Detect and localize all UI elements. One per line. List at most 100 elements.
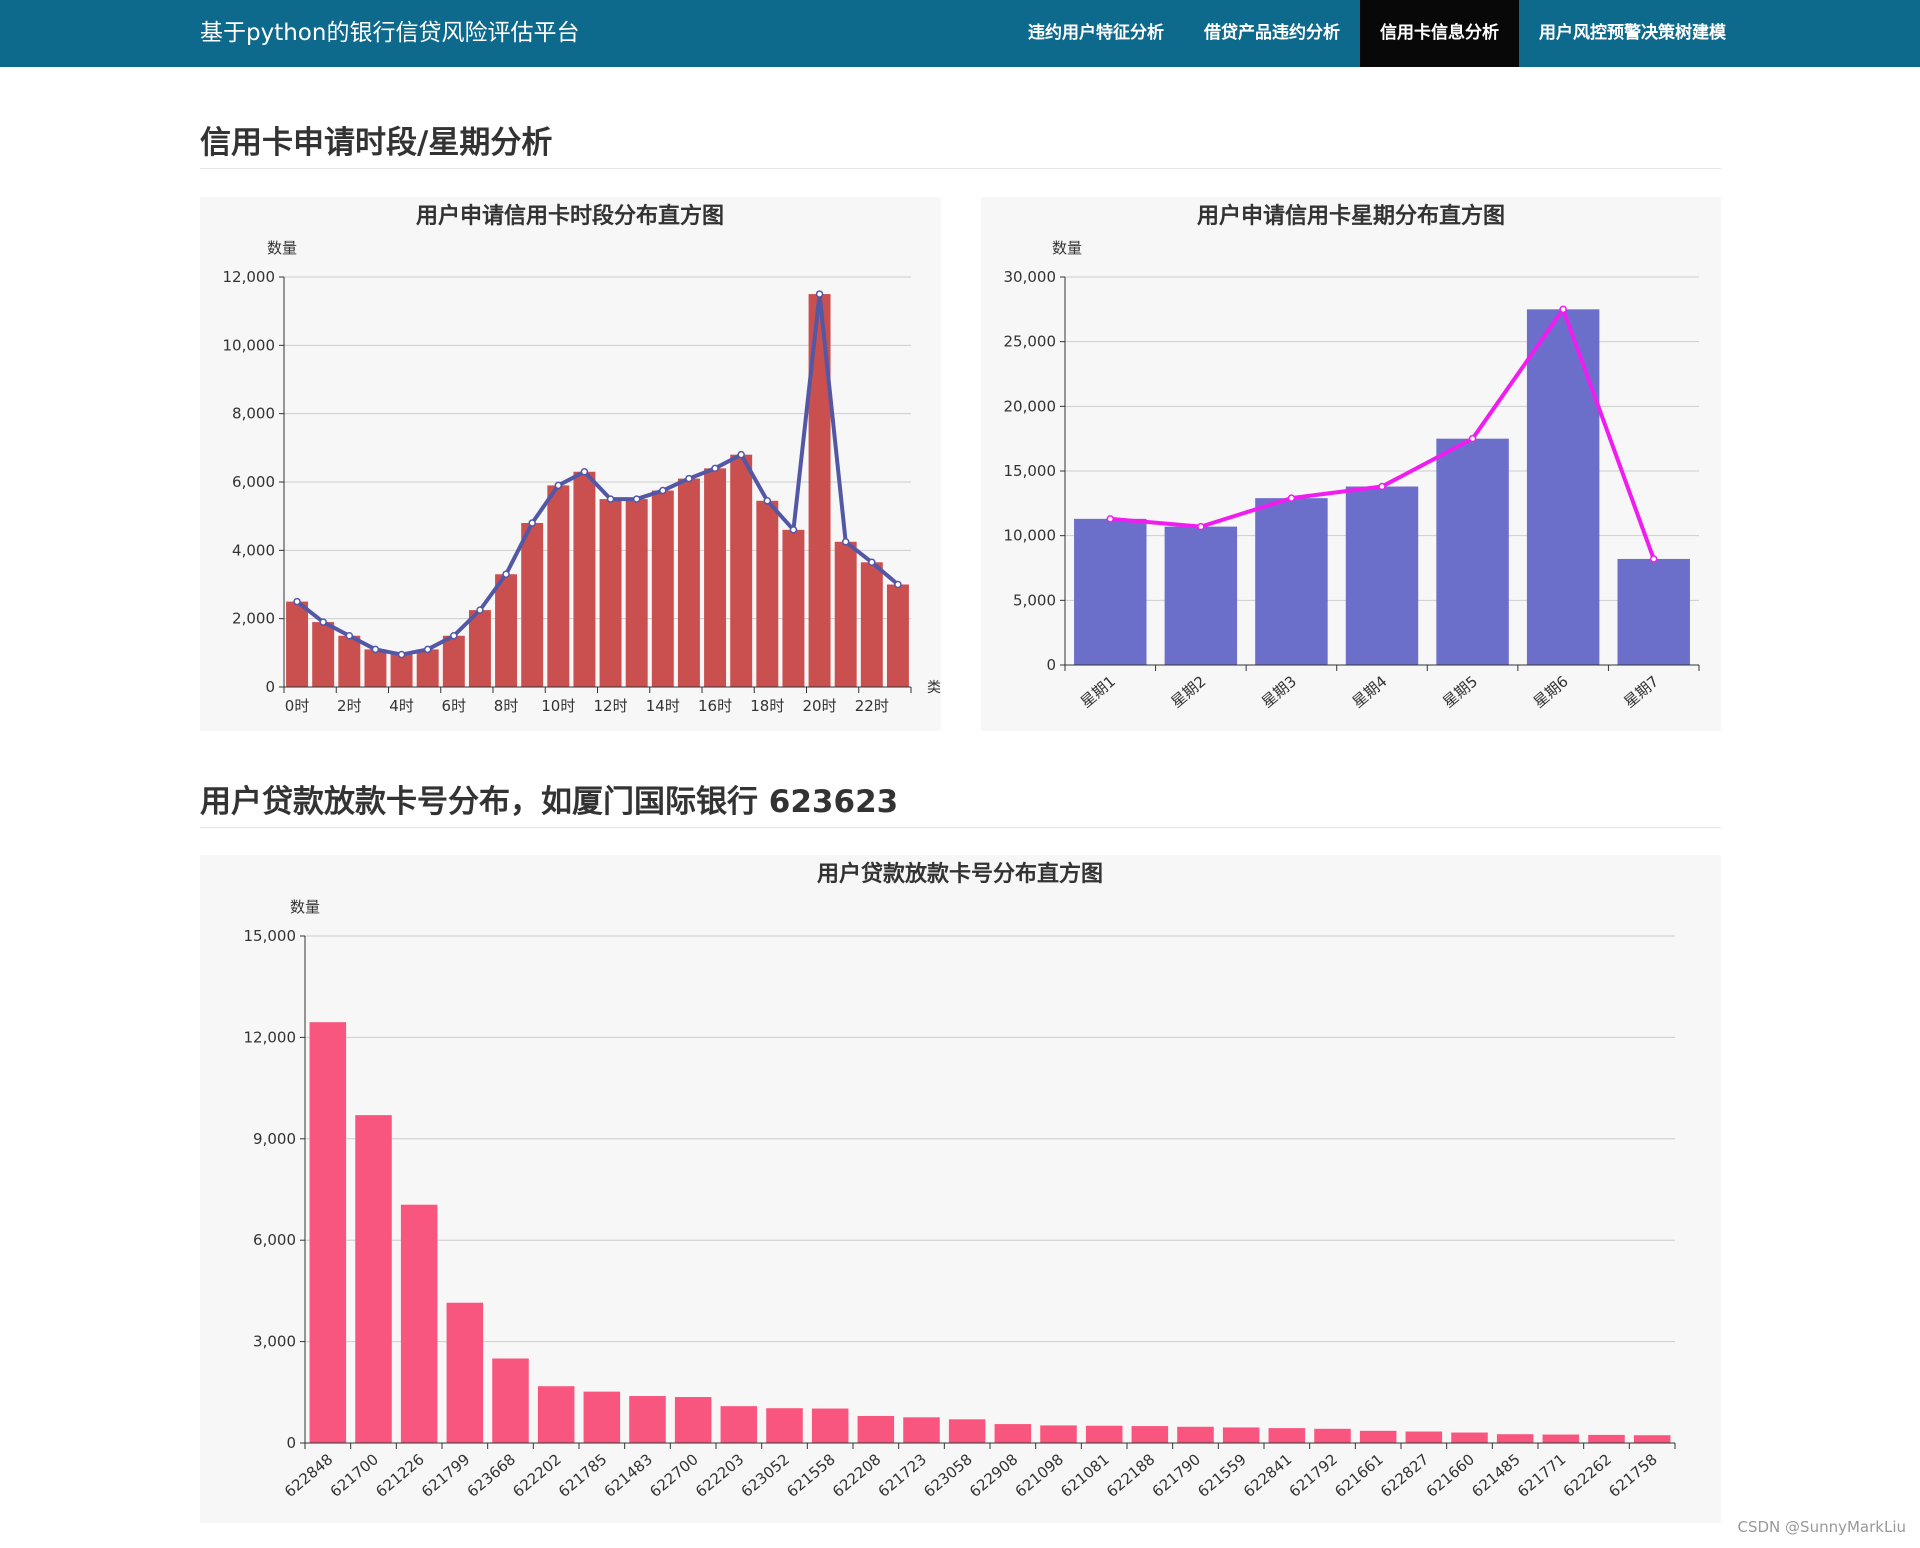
bar-622700 [674,1397,712,1443]
bar-星期3 [1255,498,1328,665]
bar-621792 [1314,1428,1351,1443]
y-tick-label: 20,000 [1004,397,1057,415]
x-tick-label: 622908 [966,1450,1021,1501]
section-title-card-distribution: 用户贷款放款卡号分布，如厦门国际银行 623623 [200,784,899,820]
x-tick-label: 622202 [509,1450,564,1501]
bar-13时 [625,499,648,687]
bar-621660 [1451,1432,1488,1443]
bar-19时 [782,529,805,687]
x-tick-label: 621483 [601,1450,656,1501]
y-axis-label: 数量 [1052,239,1082,257]
bar-11时 [573,471,596,687]
x-tick-label: 622188 [1103,1450,1158,1501]
bar-622203 [720,1406,758,1443]
x-tick-label: 621558 [783,1450,838,1501]
trend-point-星期2 [1197,522,1205,531]
y-tick-label: 30,000 [1004,268,1057,286]
bar-622908 [994,1424,1032,1443]
y-tick-label: 6,000 [232,473,275,491]
y-tick-label: 9,000 [253,1130,296,1148]
bar-14时 [651,490,674,687]
y-tick-label: 0 [286,1434,296,1452]
bar-星期2 [1164,526,1238,665]
bar-622848 [309,1022,347,1443]
bar-1时 [312,622,335,687]
x-tick-label: 622827 [1377,1450,1432,1501]
bar-8时 [495,574,518,687]
x-tick-label: 623052 [738,1450,793,1501]
x-tick-label: 621758 [1605,1450,1660,1501]
watermark: CSDN @SunnyMarkLiu [1737,1518,1906,1536]
x-tick-label: 621723 [875,1450,930,1501]
x-tick-label: 12时 [594,697,628,715]
bar-9时 [521,523,544,687]
y-tick-label: 6,000 [253,1231,296,1249]
trend-point-16时 [711,464,719,473]
x-tick-label: 622208 [829,1450,884,1501]
trend-point-星期4 [1378,482,1386,491]
bar-20时 [808,294,831,687]
bar-621723 [903,1417,940,1443]
hour-chart-panel: 用户申请信用卡时段分布直方图 数量类 0 2,000 4,000 6,000 8,000 10… [200,197,941,731]
x-tick-label: 18时 [750,697,784,715]
brand-title[interactable]: 基于python的银行信贷风险评估平台 [200,20,580,46]
bar-21时 [834,541,857,687]
y-tick-label: 4,000 [232,541,275,559]
bar-16时 [704,468,727,687]
bar-4时 [390,654,413,687]
bar-18时 [756,500,779,687]
nav-item-risk-decision-tree[interactable]: 用户风控预警决策树建模 [1539,23,1726,43]
x-tick-label: 621098 [1012,1450,1067,1501]
x-tick-label: 星期5 [1439,672,1481,711]
bar-621799 [446,1302,484,1443]
bar-623052 [766,1408,803,1443]
x-tick-label: 14时 [646,697,680,715]
trend-point-星期5 [1468,434,1477,443]
trend-point-12时 [606,495,615,503]
bar-2时 [338,635,361,687]
trend-line [295,292,900,657]
bar-星期1 [1074,518,1147,665]
nav-menu: 违约用户特征分析 借贷产品违约分析 信用卡信息分析 用户风控预警决策树建模 [1008,0,1920,67]
weekday-chart-panel: 用户申请信用卡星期分布直方图 数量 0 5,000 10,000 15,000 20,000… [981,197,1721,731]
x-tick-label: 622262 [1560,1450,1615,1501]
bar-5时 [416,649,439,687]
x-tick-label: 621785 [555,1450,610,1501]
trend-point-0时 [293,597,301,606]
trend-point-星期3 [1287,494,1296,502]
section-title-apply-time: 信用卡申请时段/星期分析 [200,125,553,161]
bar-621558 [811,1408,849,1443]
trend-point-6时 [450,632,458,640]
bar-10时 [547,485,570,687]
nav-item-credit-card-info[interactable]: 信用卡信息分析 [1360,0,1519,67]
bar-星期7 [1617,558,1690,665]
bar-星期4 [1345,486,1419,665]
x-tick-label: 623668 [464,1450,519,1501]
x-tick-label: 星期3 [1258,672,1300,711]
x-tick-label: 621226 [372,1450,427,1501]
x-tick-label: 8时 [494,697,519,715]
bar-6时 [442,635,465,687]
y-axis-label: 数量 [290,898,320,916]
y-tick-label: 5,000 [1013,591,1056,609]
x-tick-label: 621485 [1468,1450,1523,1501]
nav-item-default-user-features[interactable]: 违约用户特征分析 [1028,23,1164,43]
x-tick-label: 621792 [1286,1450,1341,1501]
x-tick-label: 星期6 [1530,672,1572,711]
nav-item-loan-product-default[interactable]: 借贷产品违约分析 [1204,23,1340,43]
bar-星期6 [1526,309,1600,665]
trend-point-18时 [763,497,772,505]
chart-title: 用户贷款放款卡号分布直方图 [817,861,1103,887]
bar-17时 [730,454,753,687]
x-tick-label: 22时 [855,697,889,715]
x-tick-label: 622848 [281,1450,336,1501]
x-tick-label: 622841 [1240,1450,1295,1501]
section-divider [200,827,1721,828]
section-divider [200,168,1721,169]
x-tick-label: 0时 [285,697,310,715]
bar-621758 [1633,1435,1671,1443]
trend-point-7时 [476,606,484,614]
bar-621785 [583,1391,621,1443]
y-tick-label: 10,000 [223,336,276,354]
y-axis-label: 数量 [267,239,297,257]
